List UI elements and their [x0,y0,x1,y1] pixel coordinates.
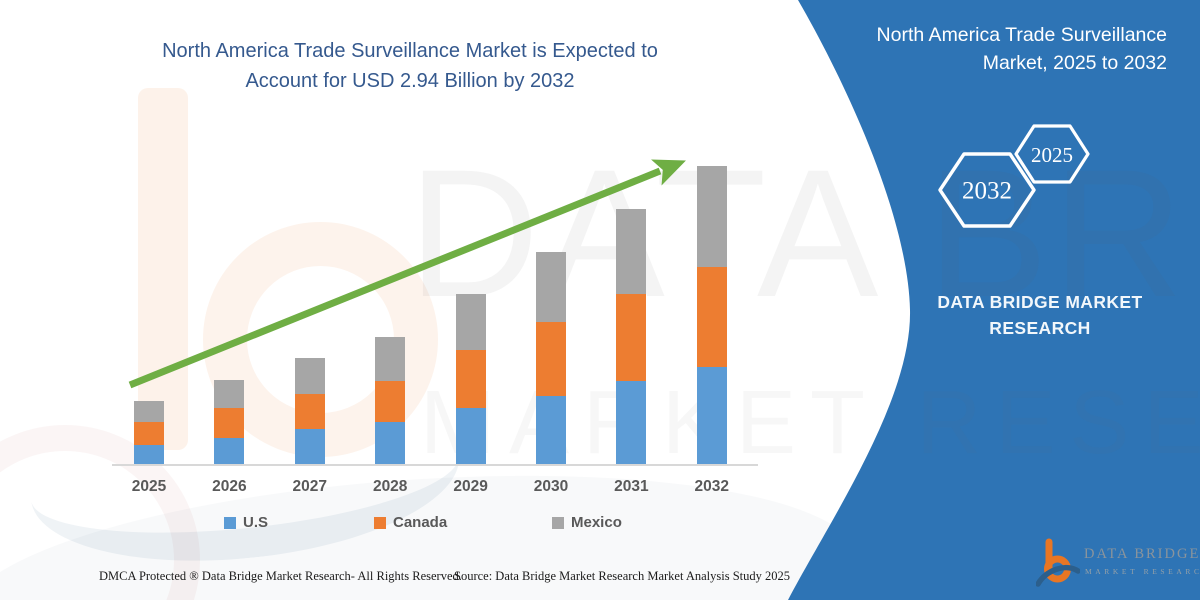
dbmr-logo-icon [1036,538,1080,587]
bar-segment-canada-2032 [696,266,727,368]
bar-segment-canada-2028 [375,380,406,423]
legend-swatch-canada [374,516,386,529]
x-axis-label-2029: 2029 [453,478,488,495]
bar-segment-us-2032 [696,367,727,465]
hexagon-2032-label: 2032 [962,178,1012,205]
bar-segment-canada-2026 [214,408,245,438]
bar-segment-us-2025 [134,444,164,465]
chart-title-line1: North America Trade Surveillance Market … [162,40,658,62]
bar-segment-canada-2030 [536,321,566,396]
x-axis-label-2028: 2028 [372,478,408,495]
plot-area: 2025 2026 2027 2028 2029 2030 2031 2032 U.S Canad… [131,166,730,531]
bar-segment-us-2027 [294,429,325,465]
x-axis-line [112,464,758,466]
legend-label-us: U.S [243,514,269,531]
panel-brand-line2: RESEARCH [989,318,1091,338]
x-axis-label-2025: 2025 [131,478,167,495]
legend-item-us: U.S [224,514,268,531]
panel-brand-line1: DATA BRIDGE MARKET [937,292,1143,312]
chart-title-line2: Account for USD 2.94 Billion by 2032 [245,70,575,92]
bar-segment-mexico-2030 [536,252,566,322]
chart-title: North America Trade Surveillance Market … [95,36,725,96]
bar-segment-us-2028 [375,422,406,465]
hexagon-2025 [1014,124,1090,184]
bar-segment-us-2029 [455,408,486,465]
side-panel-shape [788,0,1200,600]
dbmr-logo-title: DATA BRIDGE [1084,546,1200,562]
hexagon-2025-label: 2025 [1031,143,1073,167]
panel-title-line2: Market, 2025 to 2032 [982,51,1167,74]
x-axis-label-2031: 2031 [614,478,649,495]
logo-swoosh [1036,564,1080,587]
bar-segment-us-2031 [616,380,647,465]
panel-title-line1: North America Trade Surveillance [876,24,1167,46]
bar-2025 [134,400,164,465]
legend-item-mexico: Mexico [552,514,622,531]
bar-2029 [455,294,486,465]
bar-segment-mexico-2025 [134,400,164,423]
panel-title: North America Trade Surveillance Market,… [827,22,1167,77]
bar-segment-mexico-2027 [294,358,325,394]
legend-label-canada: Canada [393,514,448,531]
bar-segment-mexico-2032 [696,166,727,267]
hexagon-2032 [938,152,1036,228]
legend-label-mexico: Mexico [571,514,622,531]
bar-segment-mexico-2028 [375,336,406,381]
legend-item-canada: Canada [374,514,447,531]
bar-segment-mexico-2031 [616,208,647,295]
dbmr-logo-subtitle: MARKET RESEARCH [1085,567,1200,576]
hexagon-badges: 2032 2025 [938,124,1090,228]
x-axis-label-2026: 2026 [212,478,247,495]
bar-segment-canada-2029 [455,350,486,408]
x-axis-label-2032: 2032 [694,478,730,495]
bar-segment-canada-2025 [134,422,164,445]
bar-2026 [214,379,245,465]
bar-2032 [696,166,727,465]
bar-2028 [375,336,406,465]
bar-2027 [294,358,325,465]
panel-brand: DATA BRIDGE MARKET RESEARCH [900,289,1180,341]
bar-2031 [616,208,647,465]
bar-segment-mexico-2029 [455,294,486,350]
x-axis-label-2027: 2027 [292,478,328,495]
bar-segment-us-2030 [536,395,566,465]
dmca-notice: DMCA Protected ® Data Bridge Market Rese… [99,569,462,583]
bar-2030 [536,252,566,465]
bar-segment-canada-2027 [294,393,325,430]
legend-swatch-mexico [552,516,564,529]
bar-segment-mexico-2026 [214,379,245,408]
bar-segment-canada-2031 [616,294,647,381]
source-note: Source: Data Bridge Market Research Mark… [454,569,791,583]
bar-segment-us-2026 [214,437,245,465]
x-axis-label-2030: 2030 [533,478,569,495]
legend-swatch-us [224,516,236,529]
